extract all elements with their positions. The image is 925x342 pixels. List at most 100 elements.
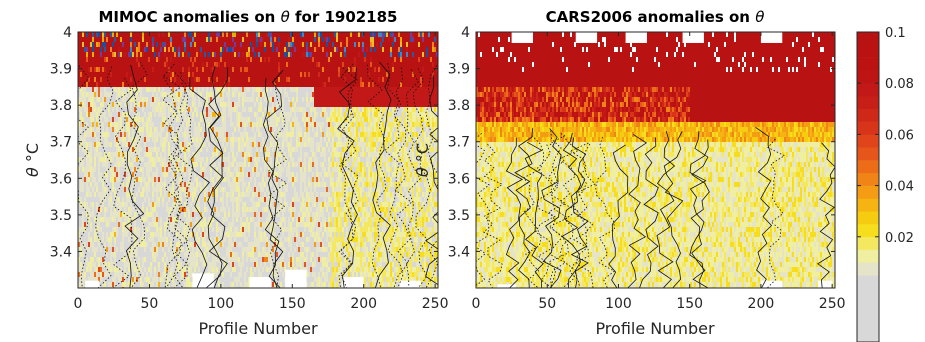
heatmap-cell — [178, 47, 181, 53]
heatmap-cell — [104, 257, 107, 263]
heatmap-cell — [244, 262, 247, 268]
heatmap-cell — [196, 162, 199, 168]
heatmap-cell — [194, 207, 197, 213]
heatmap-cell — [260, 227, 263, 233]
heatmap-cell — [100, 212, 103, 218]
heatmap-cell — [100, 237, 103, 243]
heatmap-cell — [254, 162, 257, 168]
heatmap-cell — [96, 42, 99, 48]
heatmap-cell — [218, 197, 221, 203]
heatmap-cell — [196, 257, 199, 263]
heatmap-cell — [124, 237, 127, 243]
heatmap-cell — [224, 152, 227, 158]
heatmap-cell — [152, 67, 155, 73]
heatmap-cell — [188, 97, 191, 103]
heatmap-cell — [226, 202, 229, 208]
heatmap-cell — [136, 237, 139, 243]
heatmap-cell — [240, 167, 243, 173]
heatmap-cell — [102, 132, 105, 138]
heatmap-cell — [254, 227, 257, 233]
heatmap-cell — [252, 137, 255, 143]
heatmap-cell — [230, 282, 233, 288]
heatmap-cell — [116, 117, 119, 123]
heatmap-cell — [178, 77, 181, 83]
heatmap-cell — [136, 167, 139, 173]
heatmap-cell — [136, 227, 139, 233]
heatmap-cell — [238, 172, 241, 178]
heatmap-cell — [124, 107, 127, 113]
heatmap-cell — [206, 62, 209, 68]
heatmap-cell — [92, 242, 95, 248]
heatmap-cell — [162, 197, 165, 203]
heatmap-cell — [94, 57, 97, 63]
heatmap-cell — [202, 82, 205, 88]
heatmap-cell — [138, 132, 141, 138]
heatmap-cell — [256, 107, 259, 113]
heatmap-cell — [112, 142, 115, 148]
heatmap-cell — [208, 122, 211, 128]
heatmap-cell — [238, 247, 241, 253]
heatmap-cell — [114, 57, 117, 63]
heatmap-cell — [94, 187, 97, 193]
heatmap-cell — [108, 57, 111, 63]
heatmap-cell — [232, 107, 235, 113]
heatmap-cell — [244, 102, 247, 108]
heatmap-cell — [240, 57, 243, 63]
heatmap-cell — [190, 72, 193, 78]
heatmap-cell — [160, 177, 163, 183]
heatmap-cell — [92, 77, 95, 83]
heatmap-cell — [114, 257, 117, 263]
heatmap-cell — [228, 277, 231, 283]
heatmap-cell — [216, 242, 219, 248]
heatmap-cell — [212, 67, 215, 73]
heatmap-cell — [246, 62, 249, 68]
heatmap-cell — [120, 52, 123, 58]
heatmap-cell — [208, 72, 211, 78]
heatmap-cell — [138, 202, 141, 208]
heatmap-cell — [226, 32, 229, 38]
heatmap-cell — [158, 157, 161, 163]
heatmap-cell — [246, 127, 249, 133]
heatmap-cell — [140, 152, 143, 158]
heatmap-cell — [222, 37, 225, 43]
heatmap-cell — [100, 157, 103, 163]
heatmap-cell — [226, 272, 229, 278]
heatmap-cell — [216, 177, 219, 183]
heatmap-cell — [162, 212, 165, 218]
heatmap-cell — [160, 232, 163, 238]
heatmap-cell — [200, 182, 203, 188]
heatmap-cell — [116, 197, 119, 203]
heatmap-cell — [148, 157, 151, 163]
heatmap-cell — [152, 42, 155, 48]
heatmap-cell — [102, 122, 105, 128]
heatmap-cell — [252, 262, 255, 268]
heatmap-cell — [208, 62, 211, 68]
heatmap-cell — [264, 252, 267, 258]
heatmap-cell — [152, 247, 155, 253]
heatmap-cell — [236, 247, 239, 253]
heatmap-cell — [162, 57, 165, 63]
heatmap-cell — [254, 157, 257, 163]
heatmap-cell — [210, 157, 213, 163]
heatmap-cell — [110, 247, 113, 253]
heatmap-cell — [112, 42, 115, 48]
heatmap-cell — [188, 147, 191, 153]
heatmap-cell — [112, 157, 115, 163]
heatmap-cell — [110, 267, 113, 273]
heatmap-cell — [164, 132, 167, 138]
heatmap-cell — [218, 97, 221, 103]
heatmap-cell — [260, 72, 263, 78]
heatmap-cell — [88, 197, 91, 203]
heatmap-cell — [206, 77, 209, 83]
heatmap-cell — [132, 97, 135, 103]
heatmap-cell — [156, 277, 159, 283]
heatmap-cell — [178, 227, 181, 233]
heatmap-cell — [82, 197, 85, 203]
heatmap-cell — [134, 147, 137, 153]
heatmap-cell — [194, 52, 197, 58]
heatmap-cell — [178, 122, 181, 128]
heatmap-cell — [168, 232, 171, 238]
heatmap-cell — [126, 32, 129, 38]
heatmap-cell — [156, 67, 159, 73]
heatmap-cell — [252, 57, 255, 63]
